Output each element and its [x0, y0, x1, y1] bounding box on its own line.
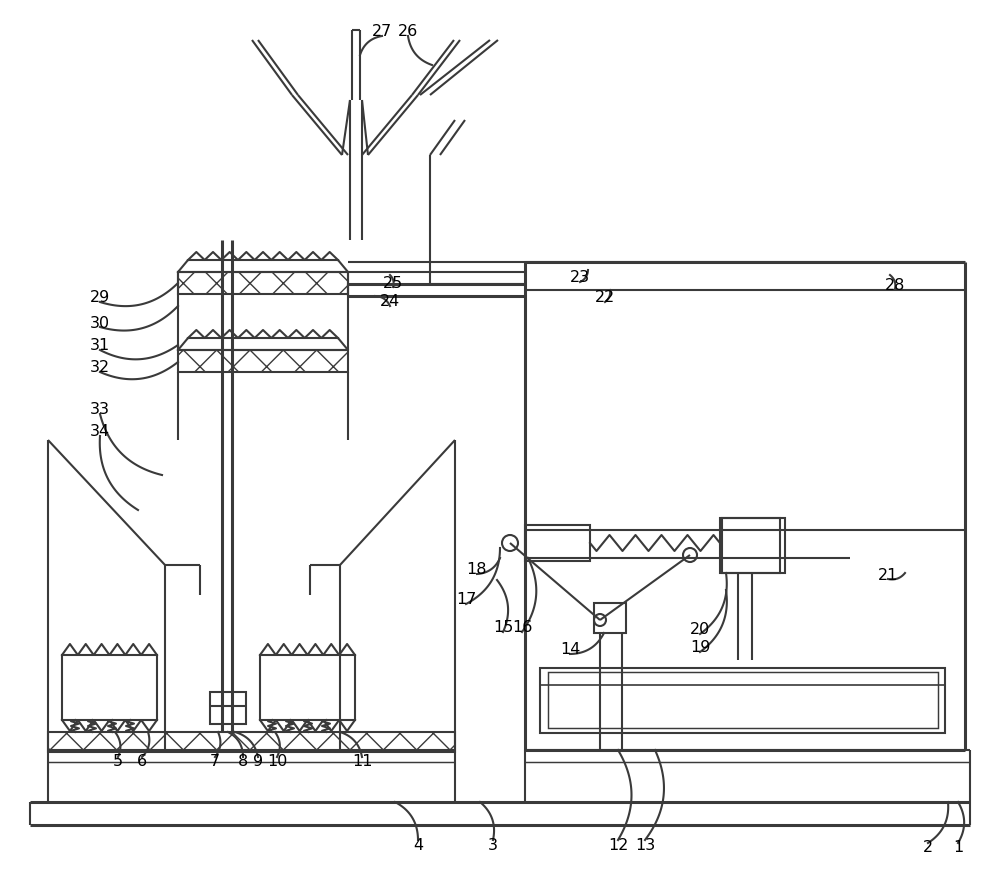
Text: 26: 26 [398, 25, 418, 40]
Text: 33: 33 [90, 402, 110, 417]
Text: 11: 11 [352, 754, 372, 769]
Text: 13: 13 [635, 838, 655, 853]
Text: 25: 25 [383, 275, 403, 290]
Text: 6: 6 [137, 754, 147, 769]
Bar [720, 518, 785, 573]
Text: 30: 30 [90, 316, 110, 331]
Text: 29: 29 [90, 290, 110, 305]
Text: 24: 24 [380, 295, 400, 310]
Text: 16: 16 [512, 621, 532, 636]
Text: 15: 15 [493, 621, 513, 636]
Text: 22: 22 [595, 290, 615, 305]
Text: 27: 27 [372, 25, 392, 40]
Text: 23: 23 [570, 271, 590, 286]
Text: 32: 32 [90, 361, 110, 376]
Bar [594, 603, 626, 633]
Text: 7: 7 [210, 754, 220, 769]
Bar [178, 350, 348, 372]
Text: 19: 19 [690, 640, 710, 655]
Text: 1: 1 [953, 841, 963, 856]
Text: 21: 21 [878, 567, 898, 582]
Bar [548, 672, 938, 728]
Text: 12: 12 [608, 838, 628, 853]
Text: 14: 14 [560, 642, 580, 657]
Text: 3: 3 [488, 838, 498, 853]
Text: 5: 5 [113, 754, 123, 769]
Text: 4: 4 [413, 838, 423, 853]
Text: 8: 8 [238, 754, 248, 769]
Bar [540, 668, 945, 733]
Text: 18: 18 [467, 563, 487, 578]
Text: 34: 34 [90, 424, 110, 439]
Bar [260, 655, 355, 720]
Text: 20: 20 [690, 623, 710, 638]
Text: 2: 2 [923, 841, 933, 856]
Text: 17: 17 [456, 593, 476, 608]
Text: 28: 28 [885, 278, 905, 293]
Text: 10: 10 [267, 754, 287, 769]
Bar [178, 272, 348, 294]
Bar [722, 518, 780, 573]
Text: 31: 31 [90, 339, 110, 354]
Text: 9: 9 [253, 754, 263, 769]
Bar [525, 525, 590, 561]
Bar [48, 732, 455, 752]
Bar [62, 655, 157, 720]
Bar [210, 692, 246, 724]
